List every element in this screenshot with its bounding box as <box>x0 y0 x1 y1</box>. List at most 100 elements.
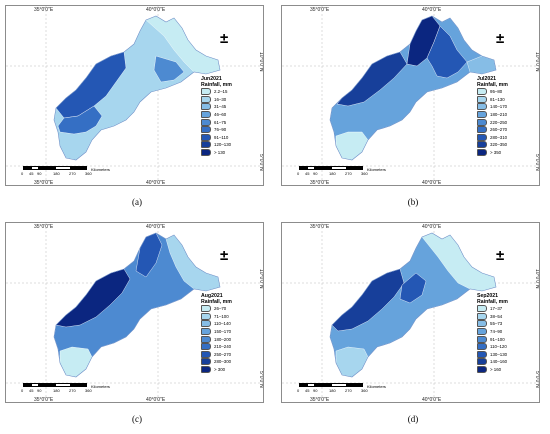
scale-segment <box>31 383 39 387</box>
longitude-label-bottom: 40°0'0"E <box>146 180 166 186</box>
legend-swatch <box>477 88 487 96</box>
legend: Aug2021 Rainfall, mm 26–70 71–100 110–140 150… <box>201 293 263 374</box>
legend-item: 320–350 <box>477 141 539 149</box>
latitude-label: 10°0'0"N <box>258 269 264 289</box>
scale-tick-label: 0 <box>297 171 300 176</box>
legend-item: > 160 <box>477 366 539 374</box>
legend-swatch <box>201 328 211 336</box>
rainfall-map <box>282 6 539 185</box>
longitude-label-top: 40°0'0"E <box>146 224 166 230</box>
legend-label: 31–45 <box>214 104 227 110</box>
legend-month: Jun2021 <box>201 76 222 82</box>
legend-item: 38–54 <box>477 312 539 321</box>
legend-swatch <box>201 118 211 126</box>
legend-label: 2.2–15 <box>214 89 228 95</box>
region-outline <box>53 15 221 161</box>
legend-swatch <box>477 358 487 366</box>
scale-tick-label: 0 <box>21 171 24 176</box>
scale-tick-label: 45 <box>29 171 34 176</box>
legend-swatch <box>201 133 211 141</box>
legend-item: 120–130 <box>201 141 263 149</box>
latitude-label: 10°0'0"N <box>534 52 540 72</box>
legend-swatch <box>201 343 211 351</box>
legend-item: 61–75 <box>201 118 263 126</box>
scale-tick-label: 90 <box>37 171 42 176</box>
scale-segment <box>31 166 39 170</box>
legend-swatch <box>201 358 211 366</box>
scale-tick-label: 45 <box>305 171 310 176</box>
rainfall-zone <box>153 55 185 83</box>
scale-segment <box>307 383 315 387</box>
longitude-label-top: 35°0'0"E <box>310 7 330 13</box>
scale-bar: 0 45 90 180 270 360 Kilometers <box>21 166 110 182</box>
scale-unit-label: Kilometers <box>91 384 110 389</box>
legend-swatch <box>201 335 211 343</box>
legend-swatch <box>477 133 487 141</box>
legend-swatch <box>201 149 211 157</box>
legend-swatch <box>201 350 211 358</box>
scale-tick-label: 180 <box>329 388 336 393</box>
legend-label: 150–170 <box>214 329 232 335</box>
legend-swatch <box>477 305 487 313</box>
legend-label: 110–140 <box>214 321 231 327</box>
legend-item: > 130 <box>201 149 263 157</box>
scale-tick-label: 180 <box>53 171 60 176</box>
legend-swatch <box>477 312 487 320</box>
legend-swatch <box>477 118 487 126</box>
region-outline <box>329 15 497 161</box>
region-outline <box>329 232 497 378</box>
legend-label: 220–250 <box>490 119 508 125</box>
legend-swatch <box>201 366 211 374</box>
legend-label: 38–54 <box>490 313 503 319</box>
legend-item: 55–73 <box>477 320 539 328</box>
legend-swatch <box>477 366 487 374</box>
legend-swatch <box>201 111 211 119</box>
panel-caption: (d) <box>407 414 419 424</box>
latitude-label: 5°0'0"N <box>258 371 264 388</box>
scale-segment <box>315 166 331 170</box>
legend-swatch <box>201 141 211 149</box>
map-frame: 35°0'0"E 40°0'0"E 35°0'0"E 40°0'0"E 10°0'0"N… <box>5 222 264 403</box>
rainfall-zone <box>57 105 103 135</box>
legend-item: 280–310 <box>477 133 539 142</box>
scale-segment <box>299 166 307 170</box>
map-panel: 35°0'0"E 40°0'0"E 35°0'0"E 40°0'0"E 10°0'0"N… <box>276 217 550 433</box>
panel-caption: (c) <box>132 414 142 424</box>
legend-title: Rainfall, mm <box>477 299 508 305</box>
legend-item: 140–160 <box>477 358 539 366</box>
scale-segment <box>39 383 55 387</box>
legend-label: 17–37 <box>490 306 503 312</box>
legend-label: 110–120 <box>490 344 507 350</box>
legend-item: 260–270 <box>477 126 539 134</box>
legend-item: 110–120 <box>477 343 539 351</box>
legend-swatch <box>201 320 211 328</box>
scale-segment <box>331 383 347 387</box>
legend-swatch <box>477 141 487 149</box>
map-panel: 35°0'0"E 40°0'0"E 35°0'0"E 40°0'0"E 10°0'0"N… <box>0 217 274 433</box>
legend-label: 81–130 <box>490 96 505 102</box>
latitude-label: 5°0'0"N <box>534 371 540 388</box>
legend-label: 46–60 <box>214 112 227 118</box>
legend-swatch <box>201 312 211 320</box>
legend-item: 71–100 <box>201 312 263 321</box>
legend-label: > 130 <box>214 150 226 156</box>
legend-item: 110–140 <box>201 320 263 328</box>
legend-label: 55–73 <box>490 321 503 327</box>
scale-segment <box>55 383 71 387</box>
scale-tick-label: 180 <box>53 388 60 393</box>
legend-label: 260–270 <box>490 127 508 133</box>
scale-tick-label: 360 <box>85 171 92 176</box>
legend-item: 74–90 <box>477 328 539 336</box>
legend-swatch <box>477 328 487 336</box>
rainfall-zone <box>399 272 427 304</box>
legend-label: 71–100 <box>214 313 229 319</box>
longitude-label-top: 40°0'0"E <box>422 224 442 230</box>
legend-item: 2.2–15 <box>201 88 263 96</box>
scale-segment <box>347 383 363 387</box>
legend-item: 250–270 <box>201 350 263 359</box>
legend-label: 250–270 <box>214 351 232 357</box>
scale-unit-label: Kilometers <box>367 384 386 389</box>
legend-swatch <box>477 103 487 111</box>
scale-unit-label: Kilometers <box>91 167 110 172</box>
legend-item: > 300 <box>201 366 263 374</box>
